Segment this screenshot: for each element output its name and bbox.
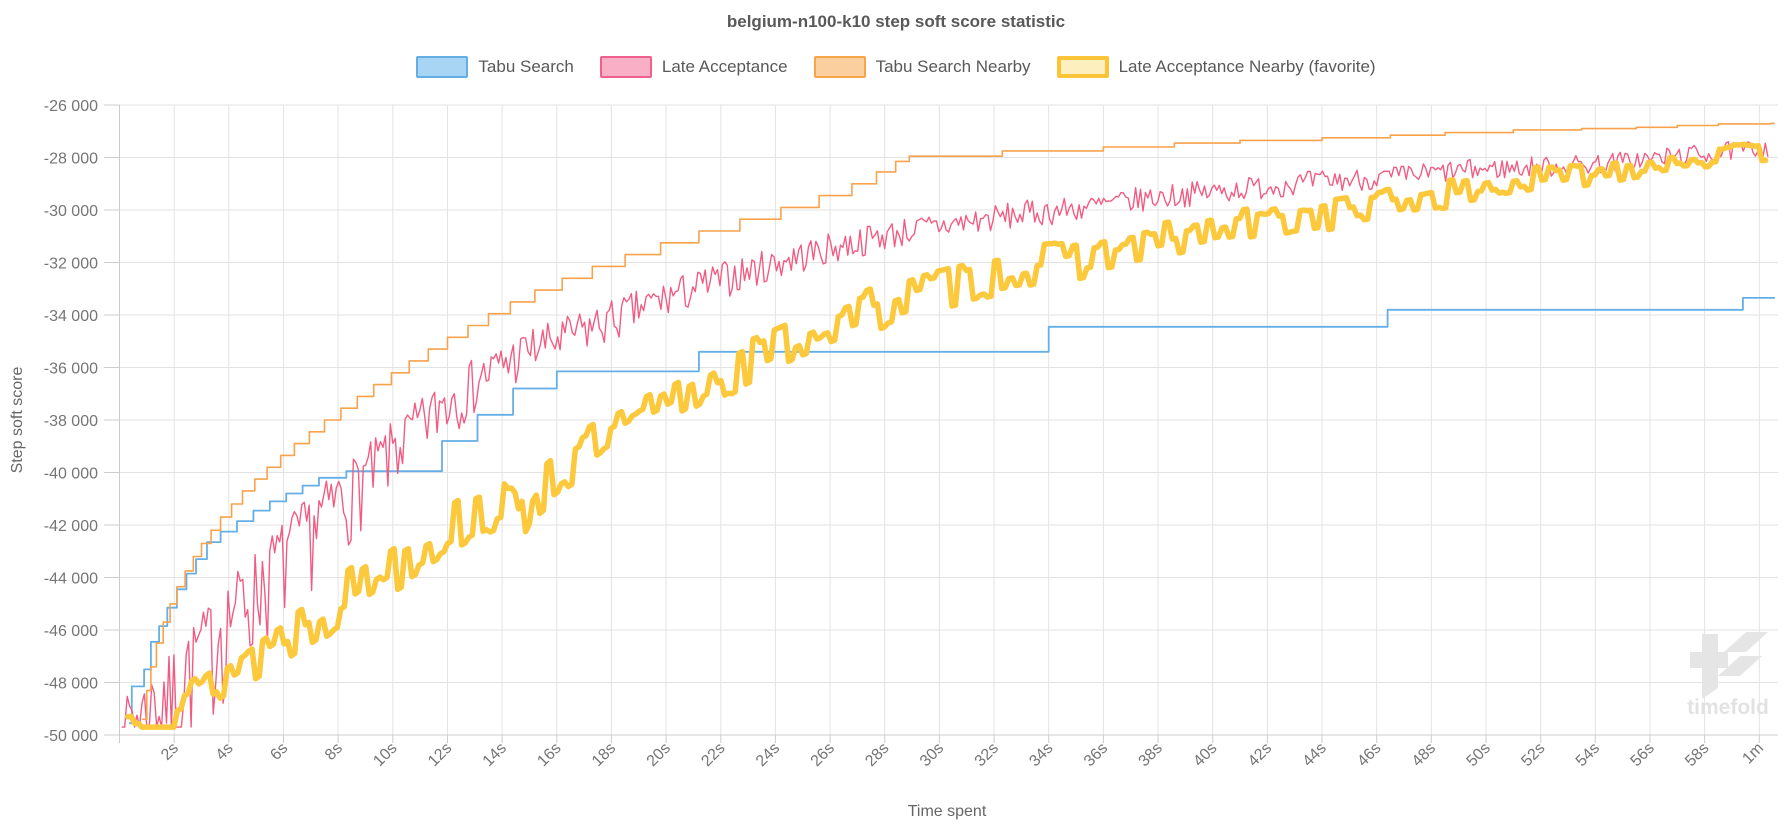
legend-item[interactable]: Late Acceptance Nearby (favorite)	[1056, 56, 1376, 78]
legend-item[interactable]: Late Acceptance	[599, 56, 788, 78]
legend-item[interactable]: Tabu Search	[416, 56, 574, 78]
svg-text:46s: 46s	[1354, 740, 1384, 770]
legend-item-label: Late Acceptance Nearby (favorite)	[1118, 57, 1376, 76]
svg-text:24s: 24s	[753, 740, 783, 770]
svg-text:-46 000: -46 000	[44, 623, 98, 640]
svg-text:36s: 36s	[1081, 740, 1111, 770]
svg-text:58s: 58s	[1682, 740, 1712, 770]
svg-text:6s: 6s	[267, 740, 291, 764]
svg-text:14s: 14s	[480, 740, 510, 770]
legend-swatch-icon	[1056, 56, 1109, 78]
y-axis-title: Step soft score	[9, 367, 26, 474]
svg-text:40s: 40s	[1190, 740, 1220, 770]
svg-text:34s: 34s	[1026, 740, 1056, 770]
legend-item[interactable]: Tabu Search Nearby	[813, 56, 1031, 78]
svg-text:-30 000: -30 000	[44, 203, 98, 220]
legend-swatch-icon	[599, 56, 652, 78]
legend: Tabu Search Late Acceptance Tabu Search Ne…	[0, 56, 1792, 78]
legend-swatch-icon	[813, 56, 866, 78]
svg-text:44s: 44s	[1300, 740, 1330, 770]
svg-text:50s: 50s	[1464, 740, 1494, 770]
svg-text:18s: 18s	[589, 740, 619, 770]
svg-text:54s: 54s	[1573, 740, 1603, 770]
legend-swatch-icon	[416, 56, 469, 78]
svg-text:-40 000: -40 000	[44, 466, 98, 483]
svg-text:16s: 16s	[534, 740, 564, 770]
svg-text:52s: 52s	[1518, 740, 1548, 770]
svg-text:-48 000: -48 000	[44, 676, 98, 693]
svg-text:48s: 48s	[1409, 740, 1439, 770]
svg-text:-26 000: -26 000	[44, 98, 98, 115]
svg-text:42s: 42s	[1245, 740, 1275, 770]
page-title: belgium-n100-k10 step soft score statist…	[726, 12, 1066, 31]
svg-text:2s: 2s	[158, 740, 182, 764]
svg-text:-28 000: -28 000	[44, 151, 98, 168]
svg-text:-36 000: -36 000	[44, 361, 98, 378]
svg-text:-50 000: -50 000	[44, 728, 98, 745]
svg-text:10s: 10s	[370, 740, 400, 770]
timefold-logo-icon	[1690, 632, 1768, 699]
svg-text:30s: 30s	[917, 740, 947, 770]
svg-text:1m: 1m	[1739, 740, 1767, 768]
legend-item-label: Late Acceptance	[661, 57, 788, 76]
svg-text:-32 000: -32 000	[44, 256, 98, 273]
svg-text:12s: 12s	[425, 740, 455, 770]
svg-text:8s: 8s	[322, 740, 346, 764]
x-axis-title: Time spent	[908, 803, 987, 820]
svg-text:26s: 26s	[808, 740, 838, 770]
svg-text:22s: 22s	[698, 740, 728, 770]
svg-text:20s: 20s	[644, 740, 674, 770]
svg-text:38s: 38s	[1136, 740, 1166, 770]
watermark-text: timefold	[1687, 696, 1769, 719]
legend-item-label: Tabu Search	[478, 57, 574, 76]
svg-text:-42 000: -42 000	[44, 518, 98, 535]
svg-text:4s: 4s	[213, 740, 237, 764]
svg-text:-44 000: -44 000	[44, 571, 98, 588]
legend-item-label: Tabu Search Nearby	[875, 57, 1031, 76]
svg-text:56s: 56s	[1628, 740, 1658, 770]
svg-text:28s: 28s	[862, 740, 892, 770]
svg-text:32s: 32s	[972, 740, 1002, 770]
svg-text:-38 000: -38 000	[44, 413, 98, 430]
timefold-watermark: timefold	[1687, 632, 1769, 719]
svg-text:-34 000: -34 000	[44, 308, 98, 325]
